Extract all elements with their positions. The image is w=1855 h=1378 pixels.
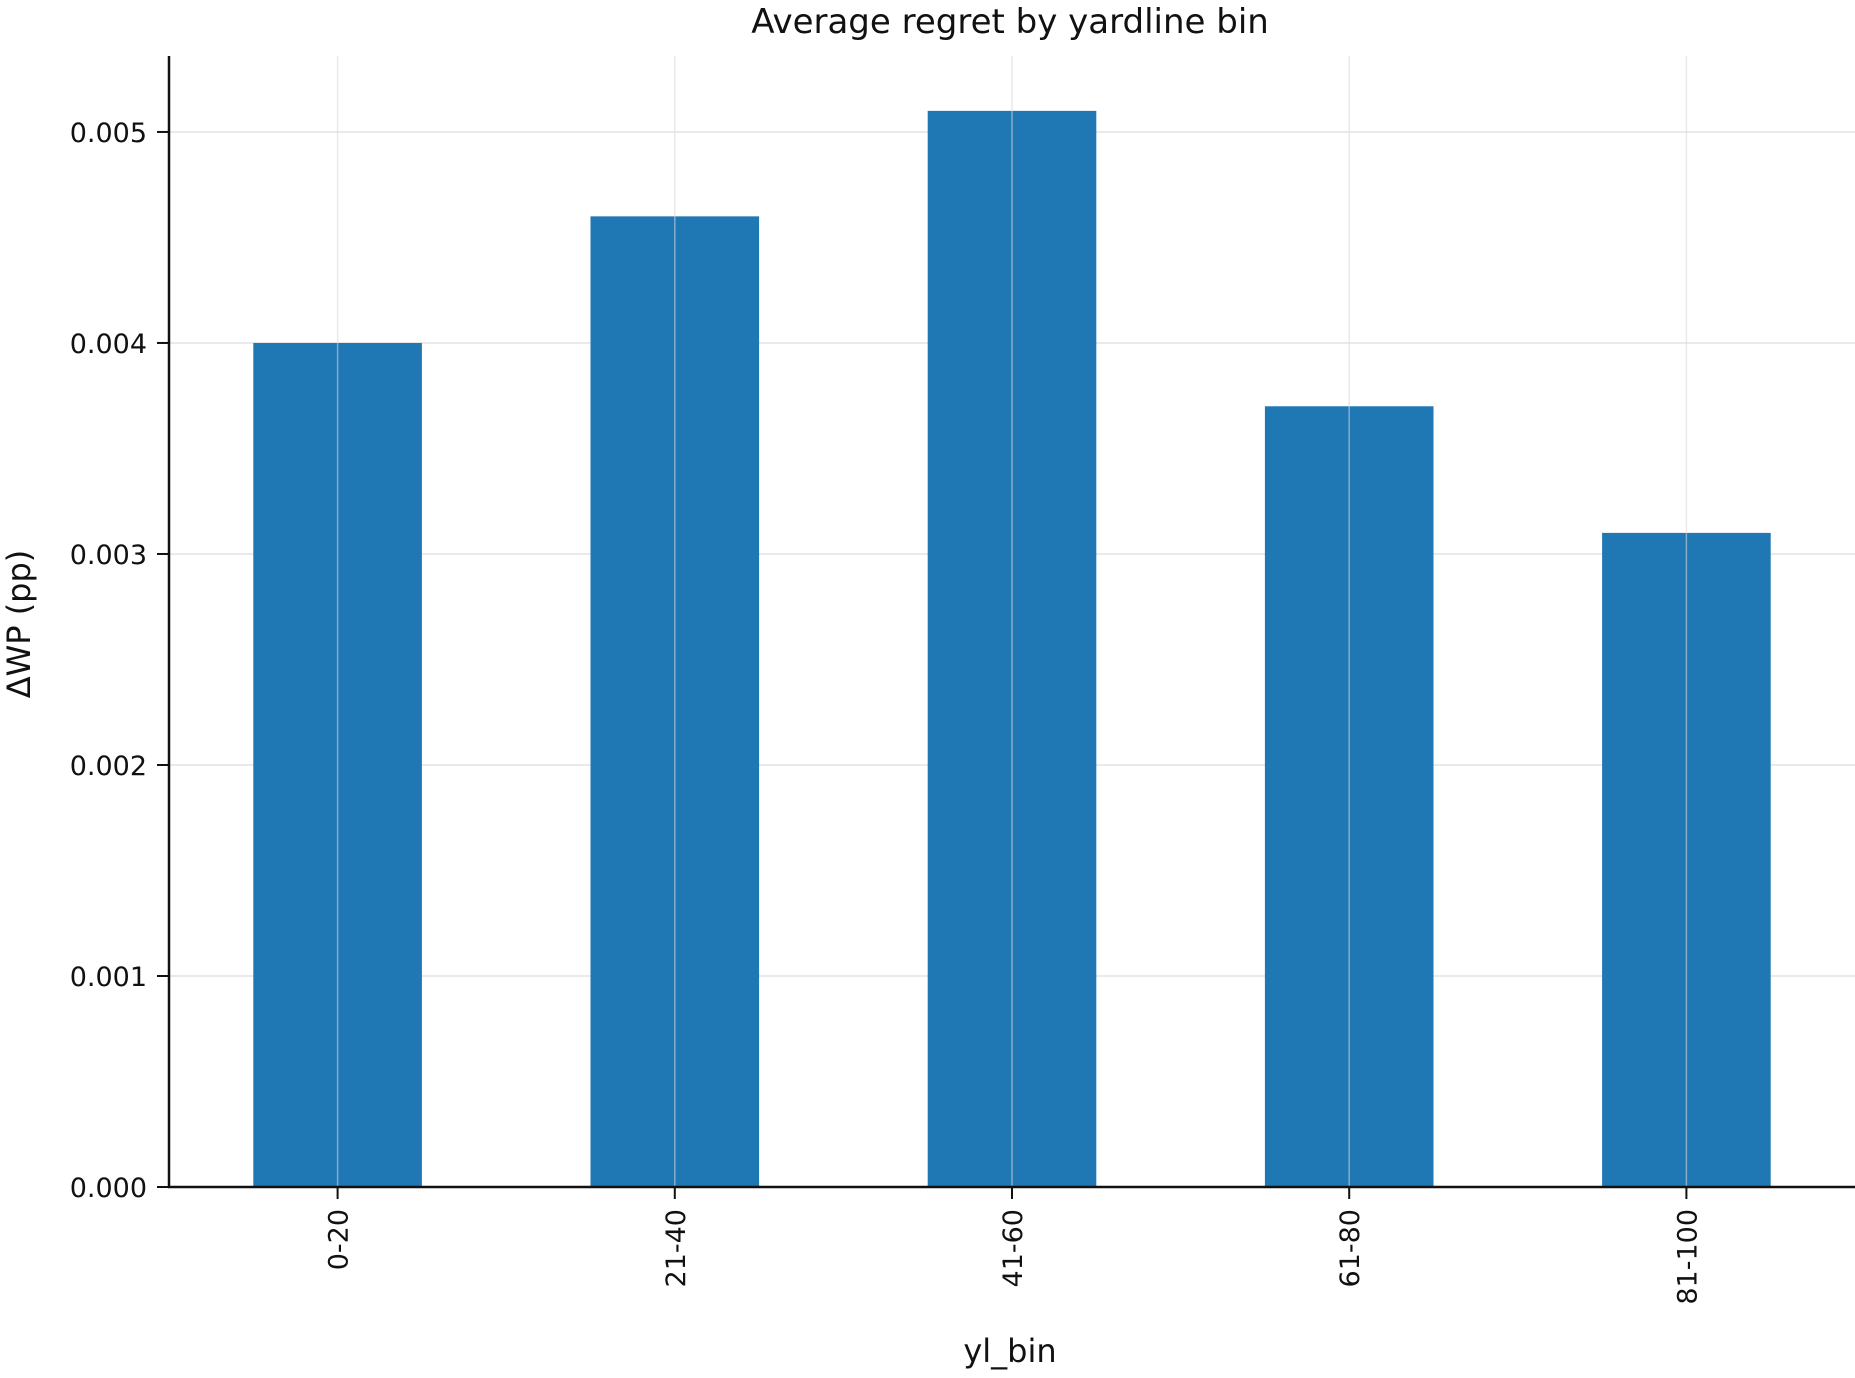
y-tick-label: 0.004 [70, 329, 147, 360]
x-tick-label: 61-80 [1335, 1209, 1366, 1287]
y-tick-label: 0.001 [70, 962, 147, 993]
vertical-grid-lines [336, 56, 1688, 1187]
x-ticks: 0-20 21-40 41-60 61-80 81-100 [324, 1187, 1703, 1305]
y-tick-label: 0.005 [70, 118, 147, 149]
x-tick-label: 41-60 [998, 1209, 1029, 1287]
x-tick-label: 21-40 [661, 1209, 692, 1287]
x-tick-label: 81-100 [1672, 1209, 1703, 1305]
x-axis-label: yl_bin [963, 1332, 1056, 1370]
chart-title: Average regret by yardline bin [751, 2, 1269, 42]
y-tick-label: 0.000 [70, 1173, 147, 1204]
y-tick-label: 0.003 [70, 540, 147, 571]
y-axis-label: ΔWP (pp) [0, 550, 38, 699]
y-ticks: 0.000 0.001 0.002 0.003 0.004 0.005 [70, 118, 169, 1204]
x-tick-label: 0-20 [324, 1209, 355, 1270]
y-tick-label: 0.002 [70, 751, 147, 782]
